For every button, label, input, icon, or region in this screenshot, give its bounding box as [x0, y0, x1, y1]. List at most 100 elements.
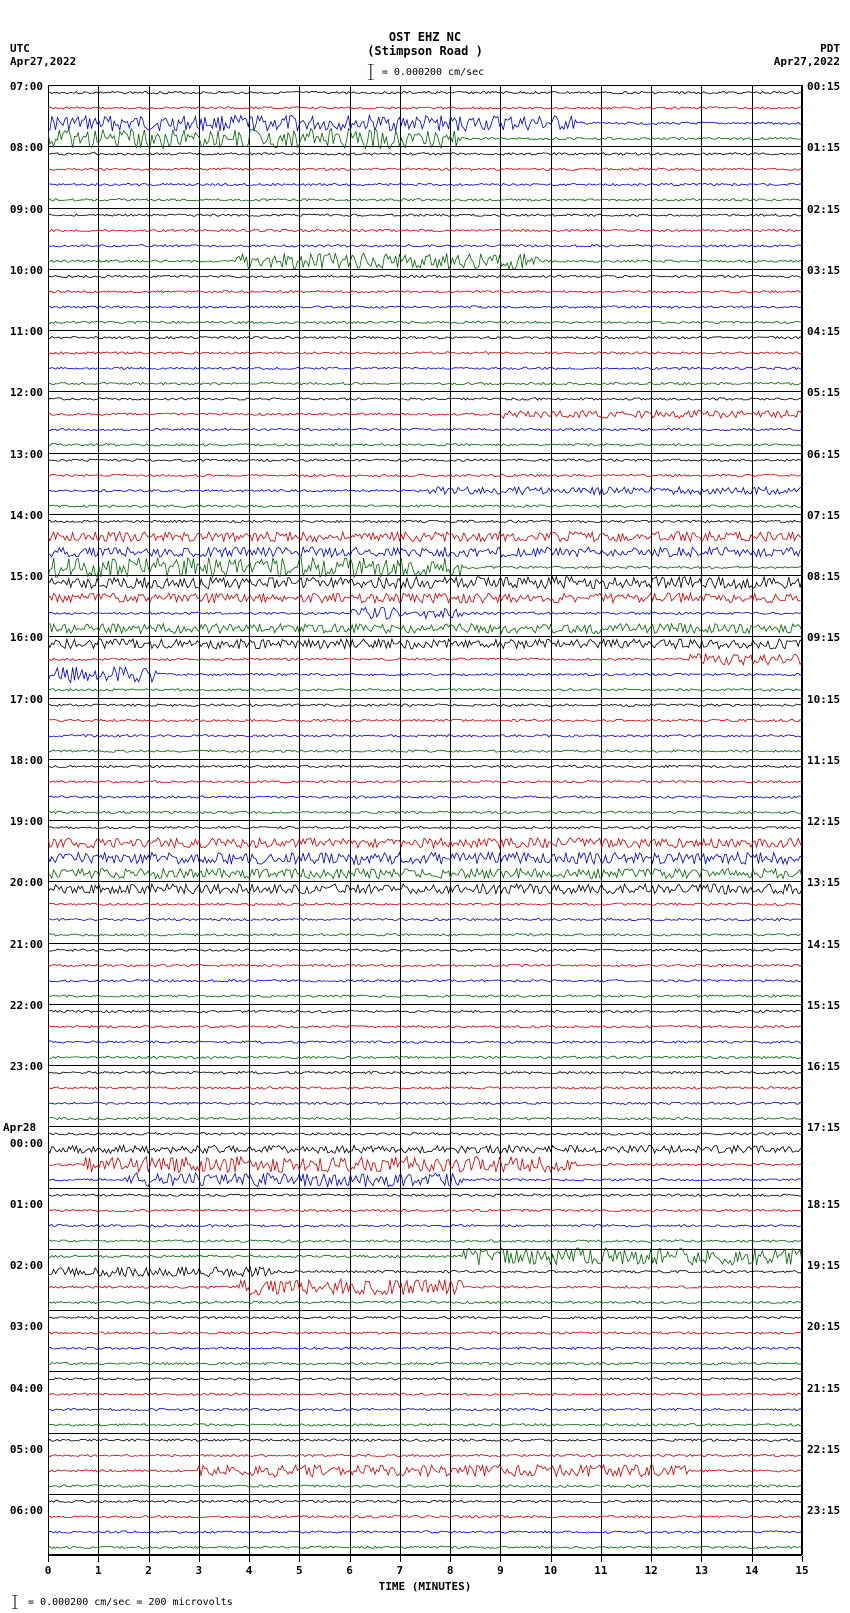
grid-horizontal: [48, 1310, 802, 1311]
grid-horizontal: [48, 453, 802, 454]
time-label-right: 15:15: [807, 999, 847, 1012]
x-tick-label: 11: [594, 1564, 607, 1577]
x-tick: [752, 1556, 753, 1562]
x-tick-label: 1: [95, 1564, 102, 1577]
time-label-right: 14:15: [807, 938, 847, 951]
grid-vertical: [802, 85, 803, 1555]
grid-horizontal: [48, 1126, 802, 1127]
time-label-right: 21:15: [807, 1382, 847, 1395]
time-label-right: 00:15: [807, 80, 847, 93]
time-label-right: 01:15: [807, 141, 847, 154]
timezone-right: PDT: [820, 42, 840, 55]
location-title: (Stimpson Road ): [0, 44, 850, 58]
time-label-right: 22:15: [807, 1443, 847, 1456]
time-label-left: 03:00: [3, 1320, 43, 1333]
grid-horizontal: [48, 146, 802, 147]
station-title: OST EHZ NC: [0, 30, 850, 44]
x-tick: [802, 1556, 803, 1562]
time-label-left: 17:00: [3, 693, 43, 706]
time-label-left: 14:00: [3, 509, 43, 522]
x-tick: [450, 1556, 451, 1562]
time-label-right: 05:15: [807, 386, 847, 399]
grid-horizontal: [48, 943, 802, 944]
time-label-right: 10:15: [807, 693, 847, 706]
time-label-left: 06:00: [3, 1504, 43, 1517]
time-label-right: 08:15: [807, 570, 847, 583]
time-label-right: 11:15: [807, 754, 847, 767]
time-label-right: 13:15: [807, 876, 847, 889]
grid-horizontal: [48, 759, 802, 760]
x-tick: [500, 1556, 501, 1562]
x-tick: [249, 1556, 250, 1562]
grid-horizontal: [48, 636, 802, 637]
grid-horizontal: [48, 1371, 802, 1372]
time-label-right: 07:15: [807, 509, 847, 522]
time-label-right: 20:15: [807, 1320, 847, 1333]
x-tick-label: 15: [795, 1564, 808, 1577]
time-label-left: 09:00: [3, 203, 43, 216]
grid-horizontal: [48, 1433, 802, 1434]
grid-horizontal: [48, 1494, 802, 1495]
grid-horizontal: [48, 1249, 802, 1250]
time-label-left: 11:00: [3, 325, 43, 338]
x-tick: [199, 1556, 200, 1562]
grid-horizontal: [48, 820, 802, 821]
x-tick: [350, 1556, 351, 1562]
time-label-left: Apr28: [3, 1121, 43, 1134]
date-left: Apr27,2022: [10, 55, 76, 68]
scale-indicator: = 0.000200 cm/sec: [366, 64, 484, 80]
time-label-left: 10:00: [3, 264, 43, 277]
x-tick-label: 13: [695, 1564, 708, 1577]
x-tick-label: 12: [645, 1564, 658, 1577]
grid-horizontal: [48, 575, 802, 576]
time-label-left: 08:00: [3, 141, 43, 154]
grid-horizontal: [48, 514, 802, 515]
grid-horizontal: [48, 85, 802, 86]
x-tick-label: 8: [447, 1564, 454, 1577]
x-tick-label: 5: [296, 1564, 303, 1577]
x-axis: TIME (MINUTES) 0123456789101112131415: [48, 1556, 802, 1596]
x-tick-label: 0: [45, 1564, 52, 1577]
x-tick: [149, 1556, 150, 1562]
grid-horizontal: [48, 208, 802, 209]
time-label-right: 17:15: [807, 1121, 847, 1134]
time-label-right: 23:15: [807, 1504, 847, 1517]
grid-horizontal: [48, 1188, 802, 1189]
x-tick: [651, 1556, 652, 1562]
time-label-left: 15:00: [3, 570, 43, 583]
x-tick-label: 4: [246, 1564, 253, 1577]
x-tick: [48, 1556, 49, 1562]
time-label-left: 05:00: [3, 1443, 43, 1456]
time-label-left: 01:00: [3, 1198, 43, 1211]
grid-horizontal: [48, 1065, 802, 1066]
time-label-left: 23:00: [3, 1060, 43, 1073]
grid-horizontal: [48, 330, 802, 331]
time-label-left: 12:00: [3, 386, 43, 399]
time-label-right: 06:15: [807, 448, 847, 461]
x-tick: [400, 1556, 401, 1562]
plot-area: 07:0008:0009:0010:0011:0012:0013:0014:00…: [48, 85, 802, 1555]
time-label-left: 20:00: [3, 876, 43, 889]
time-label-right: 02:15: [807, 203, 847, 216]
x-tick-label: 14: [745, 1564, 758, 1577]
time-label-left: 19:00: [3, 815, 43, 828]
time-label-left: 16:00: [3, 631, 43, 644]
time-label-left: 04:00: [3, 1382, 43, 1395]
x-tick-label: 10: [544, 1564, 557, 1577]
x-tick-label: 7: [397, 1564, 404, 1577]
time-label-left: 21:00: [3, 938, 43, 951]
grid-horizontal: [48, 391, 802, 392]
x-tick: [701, 1556, 702, 1562]
time-label-left: 02:00: [3, 1259, 43, 1272]
x-axis-title: TIME (MINUTES): [379, 1580, 472, 1593]
time-label-right: 16:15: [807, 1060, 847, 1073]
time-label-right: 18:15: [807, 1198, 847, 1211]
grid-horizontal: [48, 269, 802, 270]
x-tick-label: 9: [497, 1564, 504, 1577]
grid-horizontal: [48, 698, 802, 699]
time-label-right: 04:15: [807, 325, 847, 338]
date-right: Apr27,2022: [774, 55, 840, 68]
x-tick-label: 3: [195, 1564, 202, 1577]
x-tick: [601, 1556, 602, 1562]
time-label-left: 18:00: [3, 754, 43, 767]
